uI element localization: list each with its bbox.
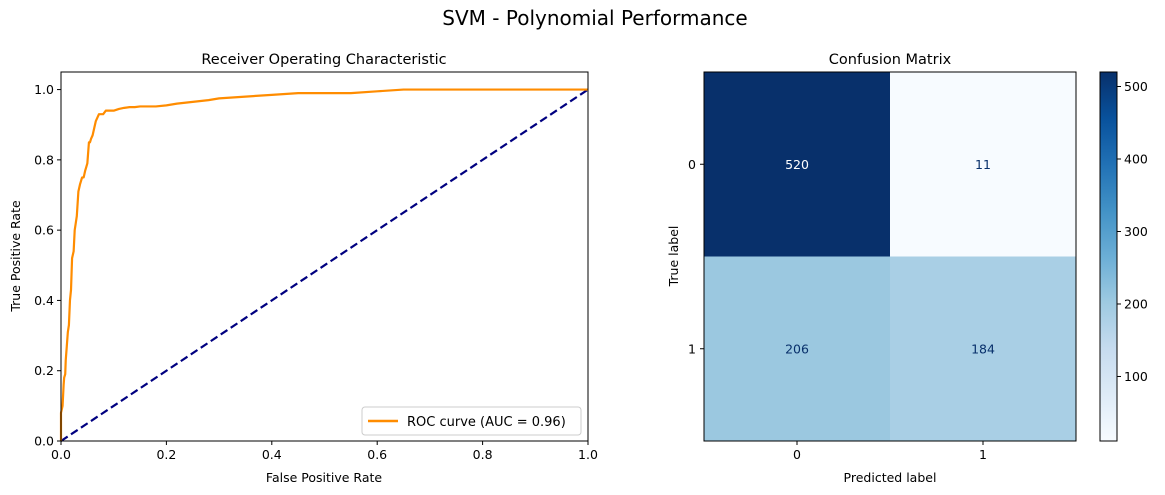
roc-y-tick-label: 0.0 [34, 434, 54, 449]
confusion-x-tick-label: 1 [979, 447, 987, 462]
roc-y-tick-label: 0.6 [34, 223, 54, 238]
chance-diagonal-line [60, 88, 589, 442]
confusion-axes-frame [703, 71, 1077, 442]
roc-y-tick-label: 0.2 [34, 363, 54, 378]
confusion-cell [704, 72, 890, 257]
roc-y-tick-label: 0.8 [34, 152, 54, 167]
roc-y-ticks: 0.0 0.2 0.4 0.6 0.8 1.0 [34, 82, 61, 449]
colorbar-tick-label: 500 [1124, 79, 1148, 94]
colorbar-tick-label: 100 [1124, 369, 1148, 384]
roc-title: Receiver Operating Characteristic [201, 52, 446, 68]
roc-axes-frame [60, 71, 589, 442]
roc-x-tick-label: 0.6 [367, 447, 387, 462]
roc-x-tick-label: 0.4 [262, 447, 282, 462]
roc-x-ticks: 0.0 0.2 0.4 0.6 0.8 1.0 [51, 441, 598, 462]
roc-x-tick-label: 0.0 [51, 447, 71, 462]
confusion-y-ticks: 01 [688, 157, 704, 356]
roc-x-tick-label: 1.0 [578, 447, 598, 462]
roc-x-tick-label: 0.8 [473, 447, 493, 462]
confusion-cell [890, 72, 1076, 257]
roc-panel: Receiver Operating Characteristic 0.0 0.2… [8, 52, 598, 485]
roc-x-axis-label: False Positive Rate [266, 470, 382, 485]
confusion-title: Confusion Matrix [829, 52, 952, 68]
confusion-cell-value: 206 [785, 341, 809, 356]
confusion-cells: 520 11 206 184 [704, 72, 1076, 441]
confusion-y-tick-label: 0 [688, 157, 696, 172]
confusion-y-tick-label: 1 [688, 341, 696, 356]
colorbar-ticks: 100 200 300 400 500 [1117, 79, 1148, 384]
legend-box [361, 406, 582, 436]
colorbar-gradient [1099, 71, 1118, 442]
colorbar-tick-label: 300 [1124, 224, 1148, 239]
colorbar-tick-label: 200 [1124, 296, 1148, 311]
legend-label-roc: ROC curve (AUC = 0.96) [407, 415, 566, 430]
confusion-x-tick-label: 0 [793, 447, 801, 462]
confusion-cell [704, 256, 890, 441]
roc-curve-line [59, 88, 588, 441]
confusion-cell-value: 520 [785, 157, 809, 172]
figure-title: SVM - Polynomial Performance [442, 6, 747, 30]
roc-x-tick-label: 0.2 [156, 447, 176, 462]
confusion-cell-value: 11 [975, 157, 991, 172]
colorbar: 100 200 300 400 500 [1099, 71, 1148, 442]
roc-y-tick-label: 0.4 [34, 293, 54, 308]
confusion-cell [890, 256, 1076, 441]
roc-plot-area [59, 88, 589, 442]
roc-y-axis-label: True Positive Rate [8, 200, 23, 313]
confusion-x-axis-label: Predicted label [844, 470, 937, 485]
roc-legend: ROC curve (AUC = 0.96) [361, 406, 582, 436]
confusion-cell-value: 184 [971, 341, 995, 356]
colorbar-tick-label: 400 [1124, 151, 1148, 166]
roc-y-tick-label: 1.0 [34, 82, 54, 97]
confusion-y-axis-label: True label [666, 226, 681, 288]
